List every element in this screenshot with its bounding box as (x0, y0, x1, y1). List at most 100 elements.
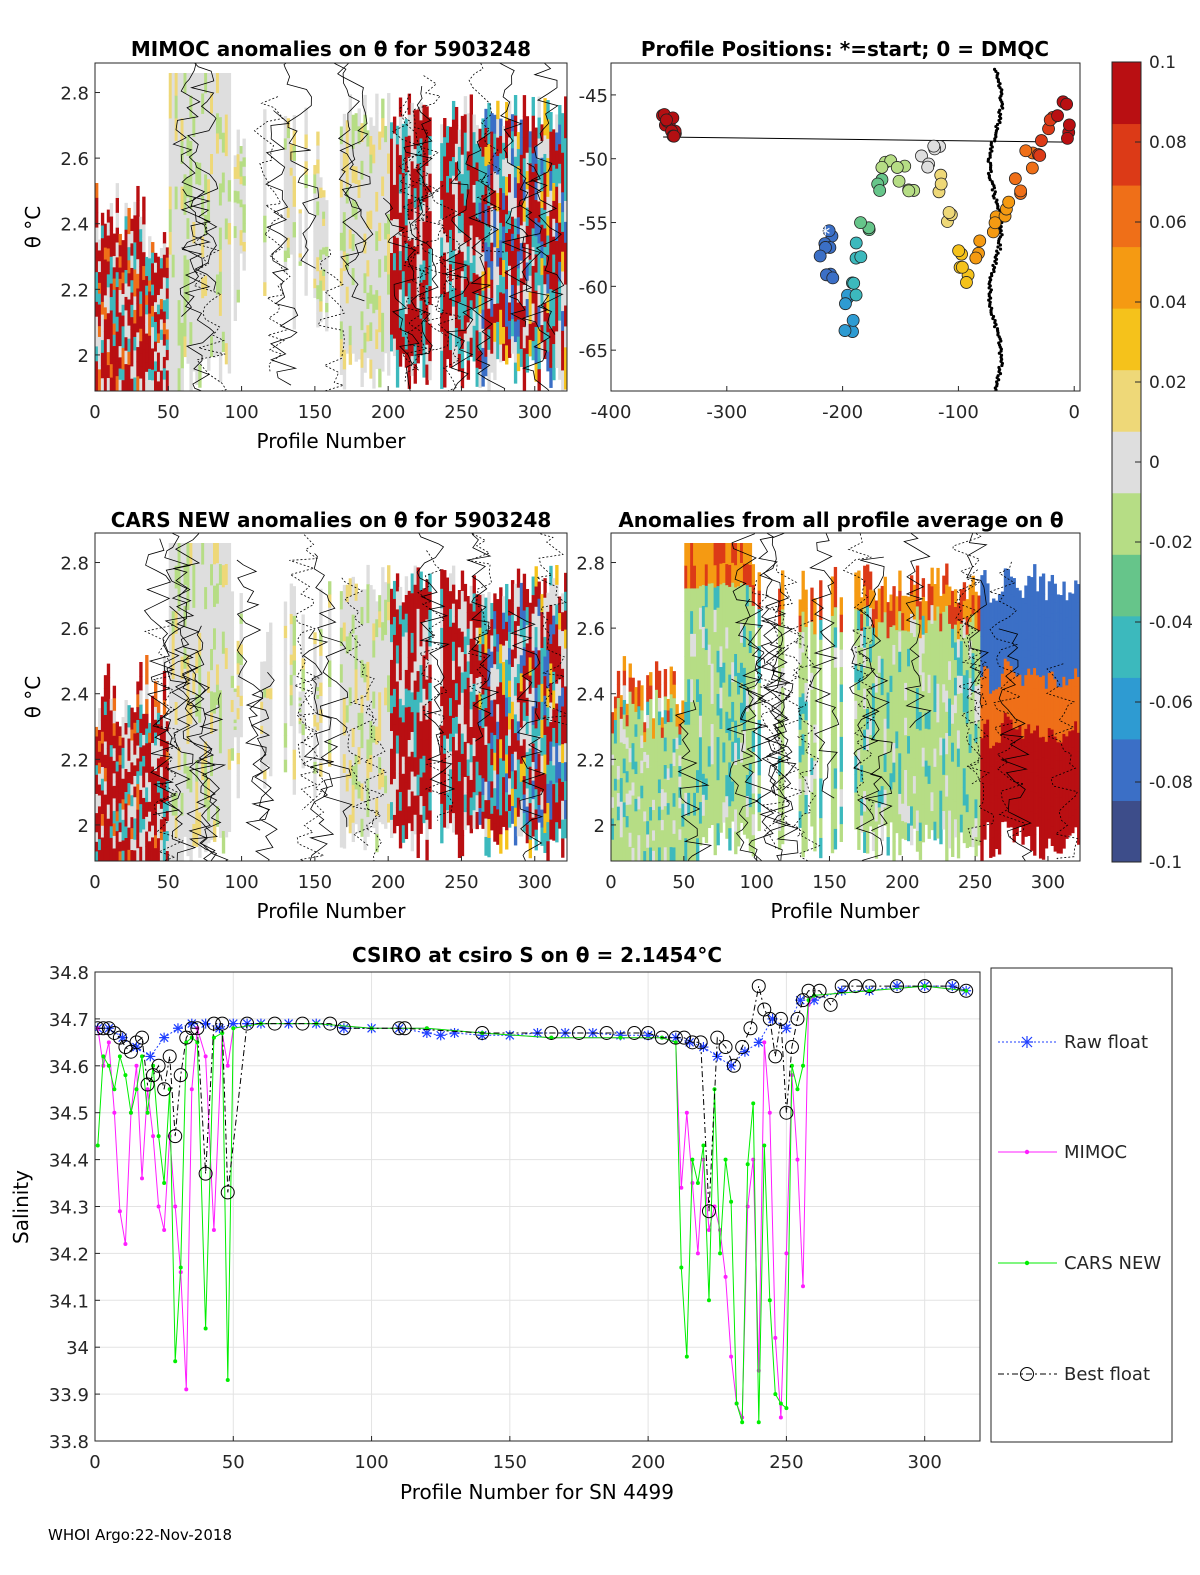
heat-cell (446, 595, 450, 614)
heat-cell (118, 379, 122, 391)
heat-cell (540, 630, 544, 649)
heat-cell (401, 808, 406, 826)
heat-cell (555, 663, 559, 685)
heat-cell (564, 96, 567, 118)
heat-cell (522, 720, 527, 740)
heat-cell (687, 815, 691, 839)
heat-cell (428, 173, 432, 193)
heat-cell (552, 236, 556, 255)
heat-cell (737, 651, 741, 674)
mimoc-xlabel: Profile Number (257, 429, 407, 453)
heat-cell (298, 209, 302, 214)
heat-cell (289, 167, 294, 177)
heat-cell (233, 308, 237, 322)
heat-cell (622, 743, 627, 759)
heat-cell (313, 250, 317, 261)
heat-cell (519, 243, 524, 262)
heat-cell (472, 220, 476, 239)
heat-cell (151, 778, 155, 791)
heat-cell (410, 751, 414, 773)
heat-cell (230, 724, 235, 737)
heat-cell (378, 643, 382, 661)
heat-cell (510, 165, 515, 183)
heat-cell (525, 244, 530, 263)
heat-cell (637, 770, 641, 785)
heat-cell (127, 849, 131, 861)
heat-cell (669, 708, 673, 723)
heat-cell (233, 691, 237, 696)
heat-cell (345, 774, 350, 792)
heat-cell (561, 350, 565, 371)
heat-cell (186, 342, 190, 364)
heat-cell (154, 302, 158, 313)
heat-cell (136, 244, 140, 260)
heat-cell (675, 726, 679, 739)
heat-cell (227, 137, 232, 160)
heat-cell (416, 774, 420, 796)
heat-cell (366, 584, 370, 605)
heat-cell (739, 782, 744, 803)
heat-cell (493, 322, 497, 343)
heat-cell (316, 215, 320, 230)
heat-cell (375, 290, 379, 311)
heat-cell (555, 313, 559, 332)
heat-cell (95, 227, 99, 243)
heat-cell (713, 787, 717, 811)
heat-cell (537, 306, 541, 328)
heat-cell (525, 752, 530, 771)
heat-cell (162, 356, 167, 369)
heat-cell (487, 102, 491, 124)
heat-cell (236, 191, 240, 204)
heat-cell (130, 751, 134, 763)
heat-cell (221, 252, 226, 273)
heat-cell (469, 113, 473, 133)
heat-cell (213, 820, 217, 842)
heat-cell (159, 808, 164, 820)
heat-cell (298, 691, 302, 695)
heat-cell (693, 838, 697, 861)
heat-cell (263, 724, 267, 735)
heat-cell (289, 634, 294, 645)
profile-position (822, 224, 836, 238)
heat-cell (233, 296, 237, 310)
heat-cell (622, 802, 627, 818)
heat-cell (505, 583, 509, 604)
heat-cell (440, 706, 444, 727)
contour-line (283, 63, 320, 269)
heat-cell (513, 639, 518, 659)
heat-cell (643, 831, 647, 842)
heat-cell (675, 849, 679, 861)
heat-cell (493, 664, 497, 683)
heat-cell (263, 202, 267, 217)
heat-cell (224, 689, 229, 712)
heat-cell (218, 648, 223, 670)
heat-cell (366, 325, 370, 342)
heat-cell (263, 175, 267, 190)
heat-cell (519, 727, 524, 747)
heat-cell (451, 306, 456, 326)
heat-cell (118, 764, 122, 775)
heat-cell (722, 582, 726, 604)
heat-cell (283, 735, 288, 748)
heat-cell (469, 726, 473, 746)
heat-cell (798, 680, 802, 698)
heat-cell (634, 774, 638, 787)
heat-cell (292, 237, 296, 254)
heat-cell (413, 188, 417, 209)
heat-cell (100, 708, 105, 721)
heat-cell (218, 315, 223, 339)
heat-cell (561, 725, 565, 745)
heat-cell (731, 582, 735, 604)
heat-cell (549, 819, 553, 840)
heat-cell (416, 308, 420, 328)
heat-cell (366, 739, 370, 760)
heat-cell (499, 815, 503, 835)
heat-cell (499, 682, 503, 702)
heat-cell (201, 318, 205, 340)
heat-cell (218, 271, 223, 295)
heat-cell (195, 362, 199, 385)
heat-cell (401, 287, 406, 305)
heat-cell (619, 849, 624, 861)
heat-cell (666, 733, 671, 746)
heat-cell (269, 710, 273, 722)
